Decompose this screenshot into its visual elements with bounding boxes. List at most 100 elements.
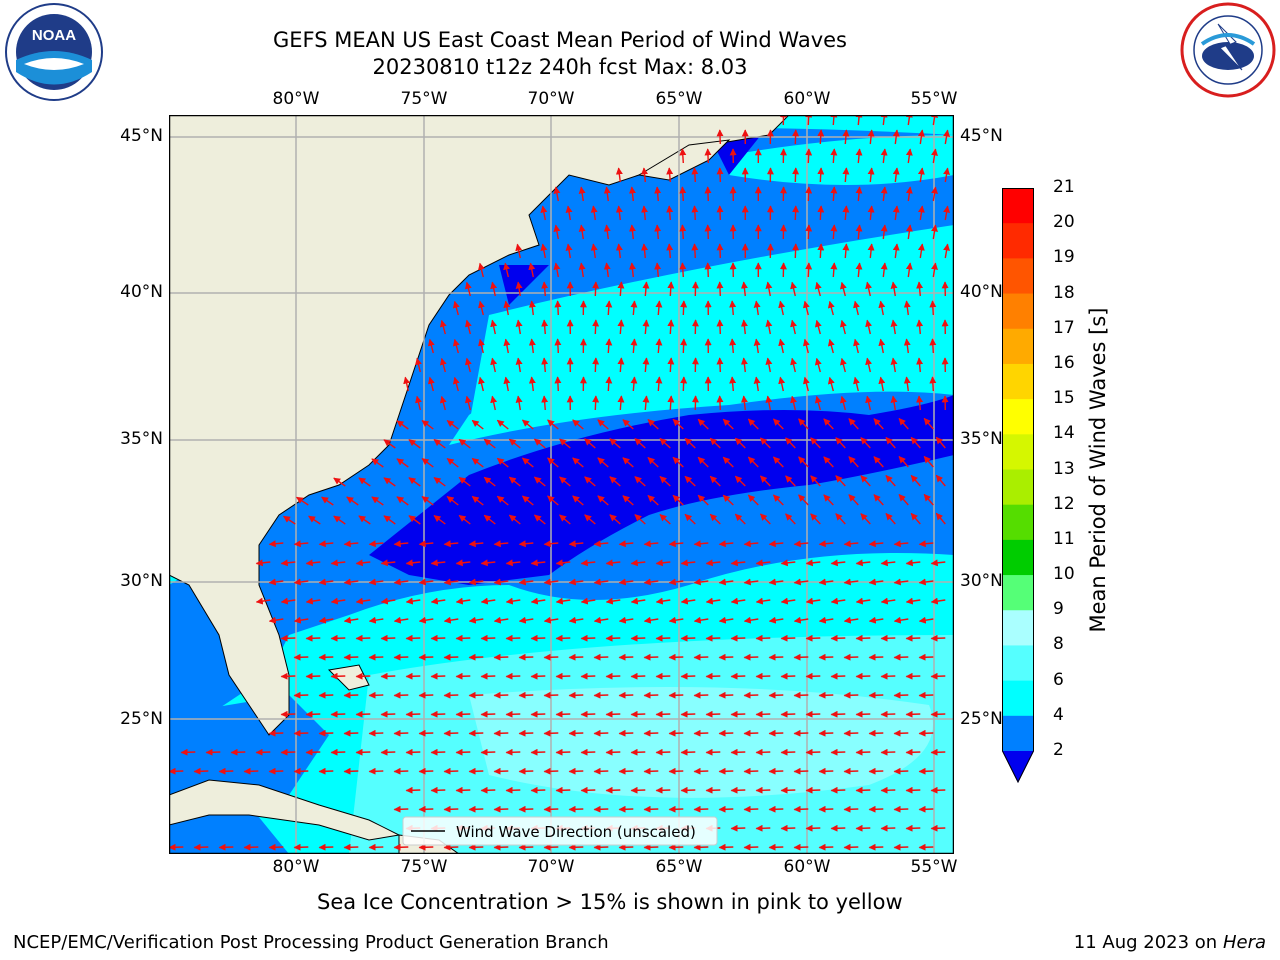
wind-wave-arrow (518, 729, 534, 737)
wind-wave-arrow (655, 559, 671, 567)
wind-wave-arrow (268, 540, 284, 548)
wind-wave-arrow (455, 559, 471, 567)
wind-wave-arrow (785, 513, 796, 525)
wind-wave-arrow (760, 513, 771, 525)
wind-wave-arrow (393, 767, 409, 775)
wind-wave-arrow (679, 186, 687, 202)
wind-wave-arrow (634, 438, 646, 449)
wind-wave-arrow (592, 395, 600, 411)
wind-wave-arrow (830, 559, 846, 567)
wind-wave-arrow (415, 357, 422, 373)
wind-wave-arrow (755, 634, 771, 642)
wind-wave-arrow (543, 540, 559, 548)
wind-wave-arrow (421, 458, 434, 468)
wind-wave-arrow (853, 338, 860, 354)
wind-wave-arrow (740, 395, 748, 411)
land-cuba (169, 779, 401, 841)
wind-wave-arrow (865, 357, 873, 373)
wind-wave-arrow (368, 578, 384, 586)
wind-wave-arrow (893, 691, 909, 699)
wind-wave-arrow (446, 495, 459, 506)
wind-wave-arrow (590, 243, 598, 259)
wind-wave-arrow (503, 376, 511, 392)
wind-wave-arrow (443, 767, 459, 775)
wind-wave-arrow (716, 129, 724, 145)
wind-wave-arrow (655, 634, 671, 642)
colorbar-segment (1002, 399, 1034, 435)
wind-wave-arrow (680, 338, 688, 354)
wind-wave-arrow (628, 186, 636, 202)
wind-wave-arrow (318, 767, 334, 775)
wind-wave-arrow (580, 748, 596, 756)
wind-wave-arrow (368, 653, 384, 661)
wind-wave-arrow (464, 319, 472, 335)
wind-wave-arrow (255, 597, 271, 605)
wind-wave-arrow (880, 710, 896, 718)
wind-wave-arrow (693, 691, 709, 699)
wind-wave-arrow (483, 476, 496, 487)
wind-wave-arrow (371, 496, 384, 506)
wind-wave-arrow (605, 634, 621, 642)
wind-wave-arrow (885, 512, 896, 525)
wave-period-8-9 (469, 687, 933, 798)
wind-wave-arrow (592, 357, 600, 373)
wind-wave-arrow (439, 319, 447, 335)
wind-wave-arrow (559, 476, 571, 487)
wind-wave-arrow (268, 767, 284, 775)
wind-wave-arrow (418, 653, 434, 661)
wind-wave-arrow (464, 281, 472, 297)
map-legend: Wind Wave Direction (unscaled) (402, 816, 718, 846)
wind-wave-arrow (318, 843, 334, 851)
wind-wave-arrow (530, 748, 546, 756)
lat-label: 35°N (960, 429, 1003, 449)
wind-wave-arrow (709, 437, 721, 449)
wind-wave-arrow (218, 767, 234, 775)
wind-wave-arrow (643, 843, 659, 851)
wind-wave-arrow (572, 419, 584, 430)
wind-wave-arrow (755, 710, 771, 718)
wind-wave-arrow (867, 167, 875, 183)
wind-wave-arrow (830, 262, 838, 278)
wind-wave-arrow (427, 376, 435, 392)
wind-wave-arrow (810, 437, 821, 449)
wind-wave-arrow (255, 559, 271, 567)
wind-wave-arrow (555, 672, 571, 680)
wind-wave-arrow (343, 578, 359, 586)
wind-wave-arrow (853, 376, 860, 392)
wind-wave-arrow (318, 691, 334, 699)
wind-wave-arrow (605, 786, 621, 794)
wind-wave-arrow (773, 494, 784, 506)
wind-wave-arrow (843, 653, 859, 661)
wind-wave-arrow (343, 729, 359, 737)
wind-wave-arrow (855, 224, 863, 240)
wind-wave-arrow (755, 672, 771, 680)
wind-wave-arrow (814, 357, 822, 373)
wind-wave-arrow (743, 729, 759, 737)
wind-wave-arrow (642, 319, 650, 335)
wind-wave-arrow (930, 824, 946, 832)
wind-wave-arrow (630, 338, 638, 354)
wind-wave-arrow (393, 540, 409, 548)
wind-wave-arrow (452, 300, 460, 316)
wind-wave-arrow (679, 262, 687, 278)
wind-wave-arrow (396, 420, 409, 430)
wind-wave-arrow (730, 748, 746, 756)
wind-wave-arrow (868, 805, 884, 813)
wind-wave-arrow (667, 357, 675, 373)
wind-wave-arrow (905, 748, 921, 756)
wind-wave-arrow (839, 357, 847, 373)
wind-wave-arrow (868, 767, 884, 775)
wind-wave-arrow (405, 597, 421, 605)
wind-wave-arrow (580, 710, 596, 718)
wind-wave-arrow (468, 616, 484, 624)
wind-wave-arrow (818, 540, 834, 548)
wind-wave-arrow (672, 418, 684, 430)
wind-wave-arrow (355, 559, 371, 567)
wind-wave-arrow (917, 205, 925, 221)
wind-wave-arrow (868, 540, 884, 548)
wind-wave-arrow (880, 559, 896, 567)
wind-wave-arrow (580, 786, 596, 794)
wind-wave-arrow (655, 672, 671, 680)
legend-label: Wind Wave Direction (unscaled) (456, 823, 696, 841)
wind-wave-arrow (605, 748, 621, 756)
